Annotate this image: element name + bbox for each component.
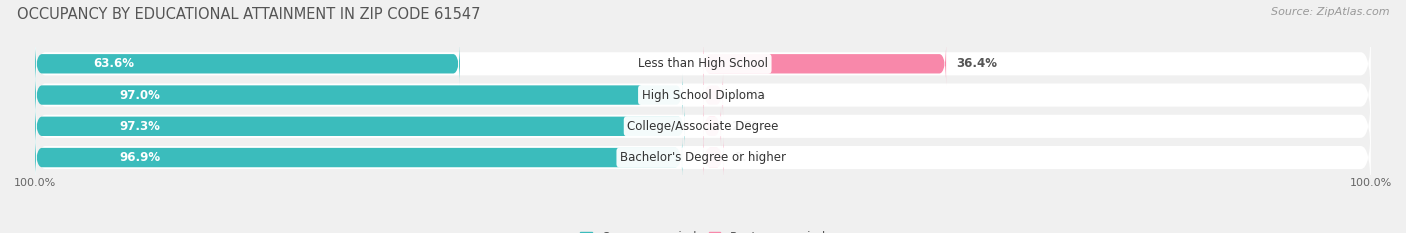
FancyBboxPatch shape — [35, 136, 682, 179]
Legend: Owner-occupied, Renter-occupied: Owner-occupied, Renter-occupied — [575, 226, 831, 233]
FancyBboxPatch shape — [703, 105, 721, 148]
Text: 2.7%: 2.7% — [731, 120, 763, 133]
Text: 3.1%: 3.1% — [734, 151, 766, 164]
Text: 96.9%: 96.9% — [120, 151, 160, 164]
Text: 97.3%: 97.3% — [120, 120, 160, 133]
FancyBboxPatch shape — [35, 42, 460, 85]
Text: 63.6%: 63.6% — [93, 57, 134, 70]
FancyBboxPatch shape — [703, 73, 723, 116]
Text: 36.4%: 36.4% — [956, 57, 997, 70]
Text: College/Associate Degree: College/Associate Degree — [627, 120, 779, 133]
Text: 97.0%: 97.0% — [120, 89, 160, 102]
Text: OCCUPANCY BY EDUCATIONAL ATTAINMENT IN ZIP CODE 61547: OCCUPANCY BY EDUCATIONAL ATTAINMENT IN Z… — [17, 7, 481, 22]
FancyBboxPatch shape — [35, 73, 683, 116]
FancyBboxPatch shape — [703, 136, 724, 179]
FancyBboxPatch shape — [35, 28, 1371, 99]
Text: Less than High School: Less than High School — [638, 57, 768, 70]
Text: Bachelor's Degree or higher: Bachelor's Degree or higher — [620, 151, 786, 164]
Text: 3.0%: 3.0% — [733, 89, 766, 102]
FancyBboxPatch shape — [35, 105, 685, 148]
FancyBboxPatch shape — [35, 91, 1371, 162]
Text: High School Diploma: High School Diploma — [641, 89, 765, 102]
FancyBboxPatch shape — [35, 60, 1371, 130]
Text: Source: ZipAtlas.com: Source: ZipAtlas.com — [1271, 7, 1389, 17]
FancyBboxPatch shape — [703, 42, 946, 85]
FancyBboxPatch shape — [35, 122, 1371, 193]
